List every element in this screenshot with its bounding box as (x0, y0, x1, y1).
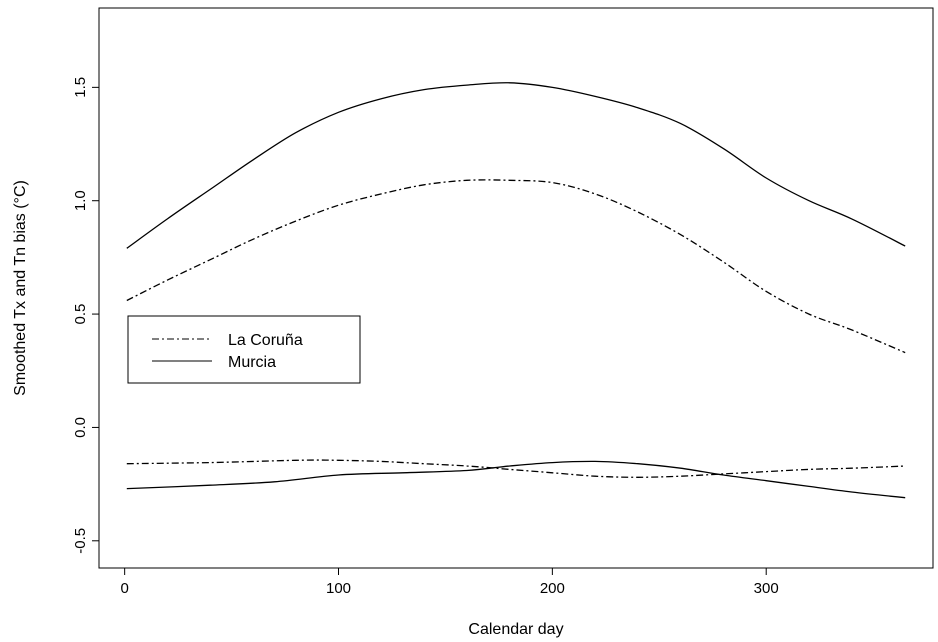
x-tick-label: 200 (540, 580, 565, 597)
legend-box (127, 315, 361, 384)
legend: La Coruña Murcia (127, 315, 361, 384)
y-tick-label: 1.0 (72, 190, 89, 211)
x-axis-title: Calendar day (468, 621, 563, 638)
x-tick-label: 0 (120, 580, 128, 597)
series-line-la-coruna-lower (126, 459, 906, 478)
y-axis-title: Smoothed Tx and Tn bias (°C) (12, 180, 29, 396)
y-axis: -0.5 0.0 0.5 1.0 1.5 (72, 77, 99, 554)
y-tick-label: 0.5 (72, 304, 89, 325)
y-tick-label: 1.5 (72, 77, 89, 98)
x-axis: 0 100 200 300 (120, 568, 779, 597)
legend-label-murcia: Murcia (228, 354, 276, 371)
legend-label-la-coruna: La Coruña (228, 332, 303, 349)
plot-frame (98, 7, 934, 569)
series-line-murcia-upper (126, 82, 906, 249)
series-line-la-coruna-upper (126, 179, 906, 354)
x-tick-label: 300 (754, 580, 779, 597)
y-tick-label: -0.5 (72, 528, 89, 554)
x-tick-label: 100 (326, 580, 351, 597)
y-tick-label: 0.0 (72, 417, 89, 438)
series-line-murcia-lower (126, 460, 906, 499)
series-layer (126, 82, 906, 499)
